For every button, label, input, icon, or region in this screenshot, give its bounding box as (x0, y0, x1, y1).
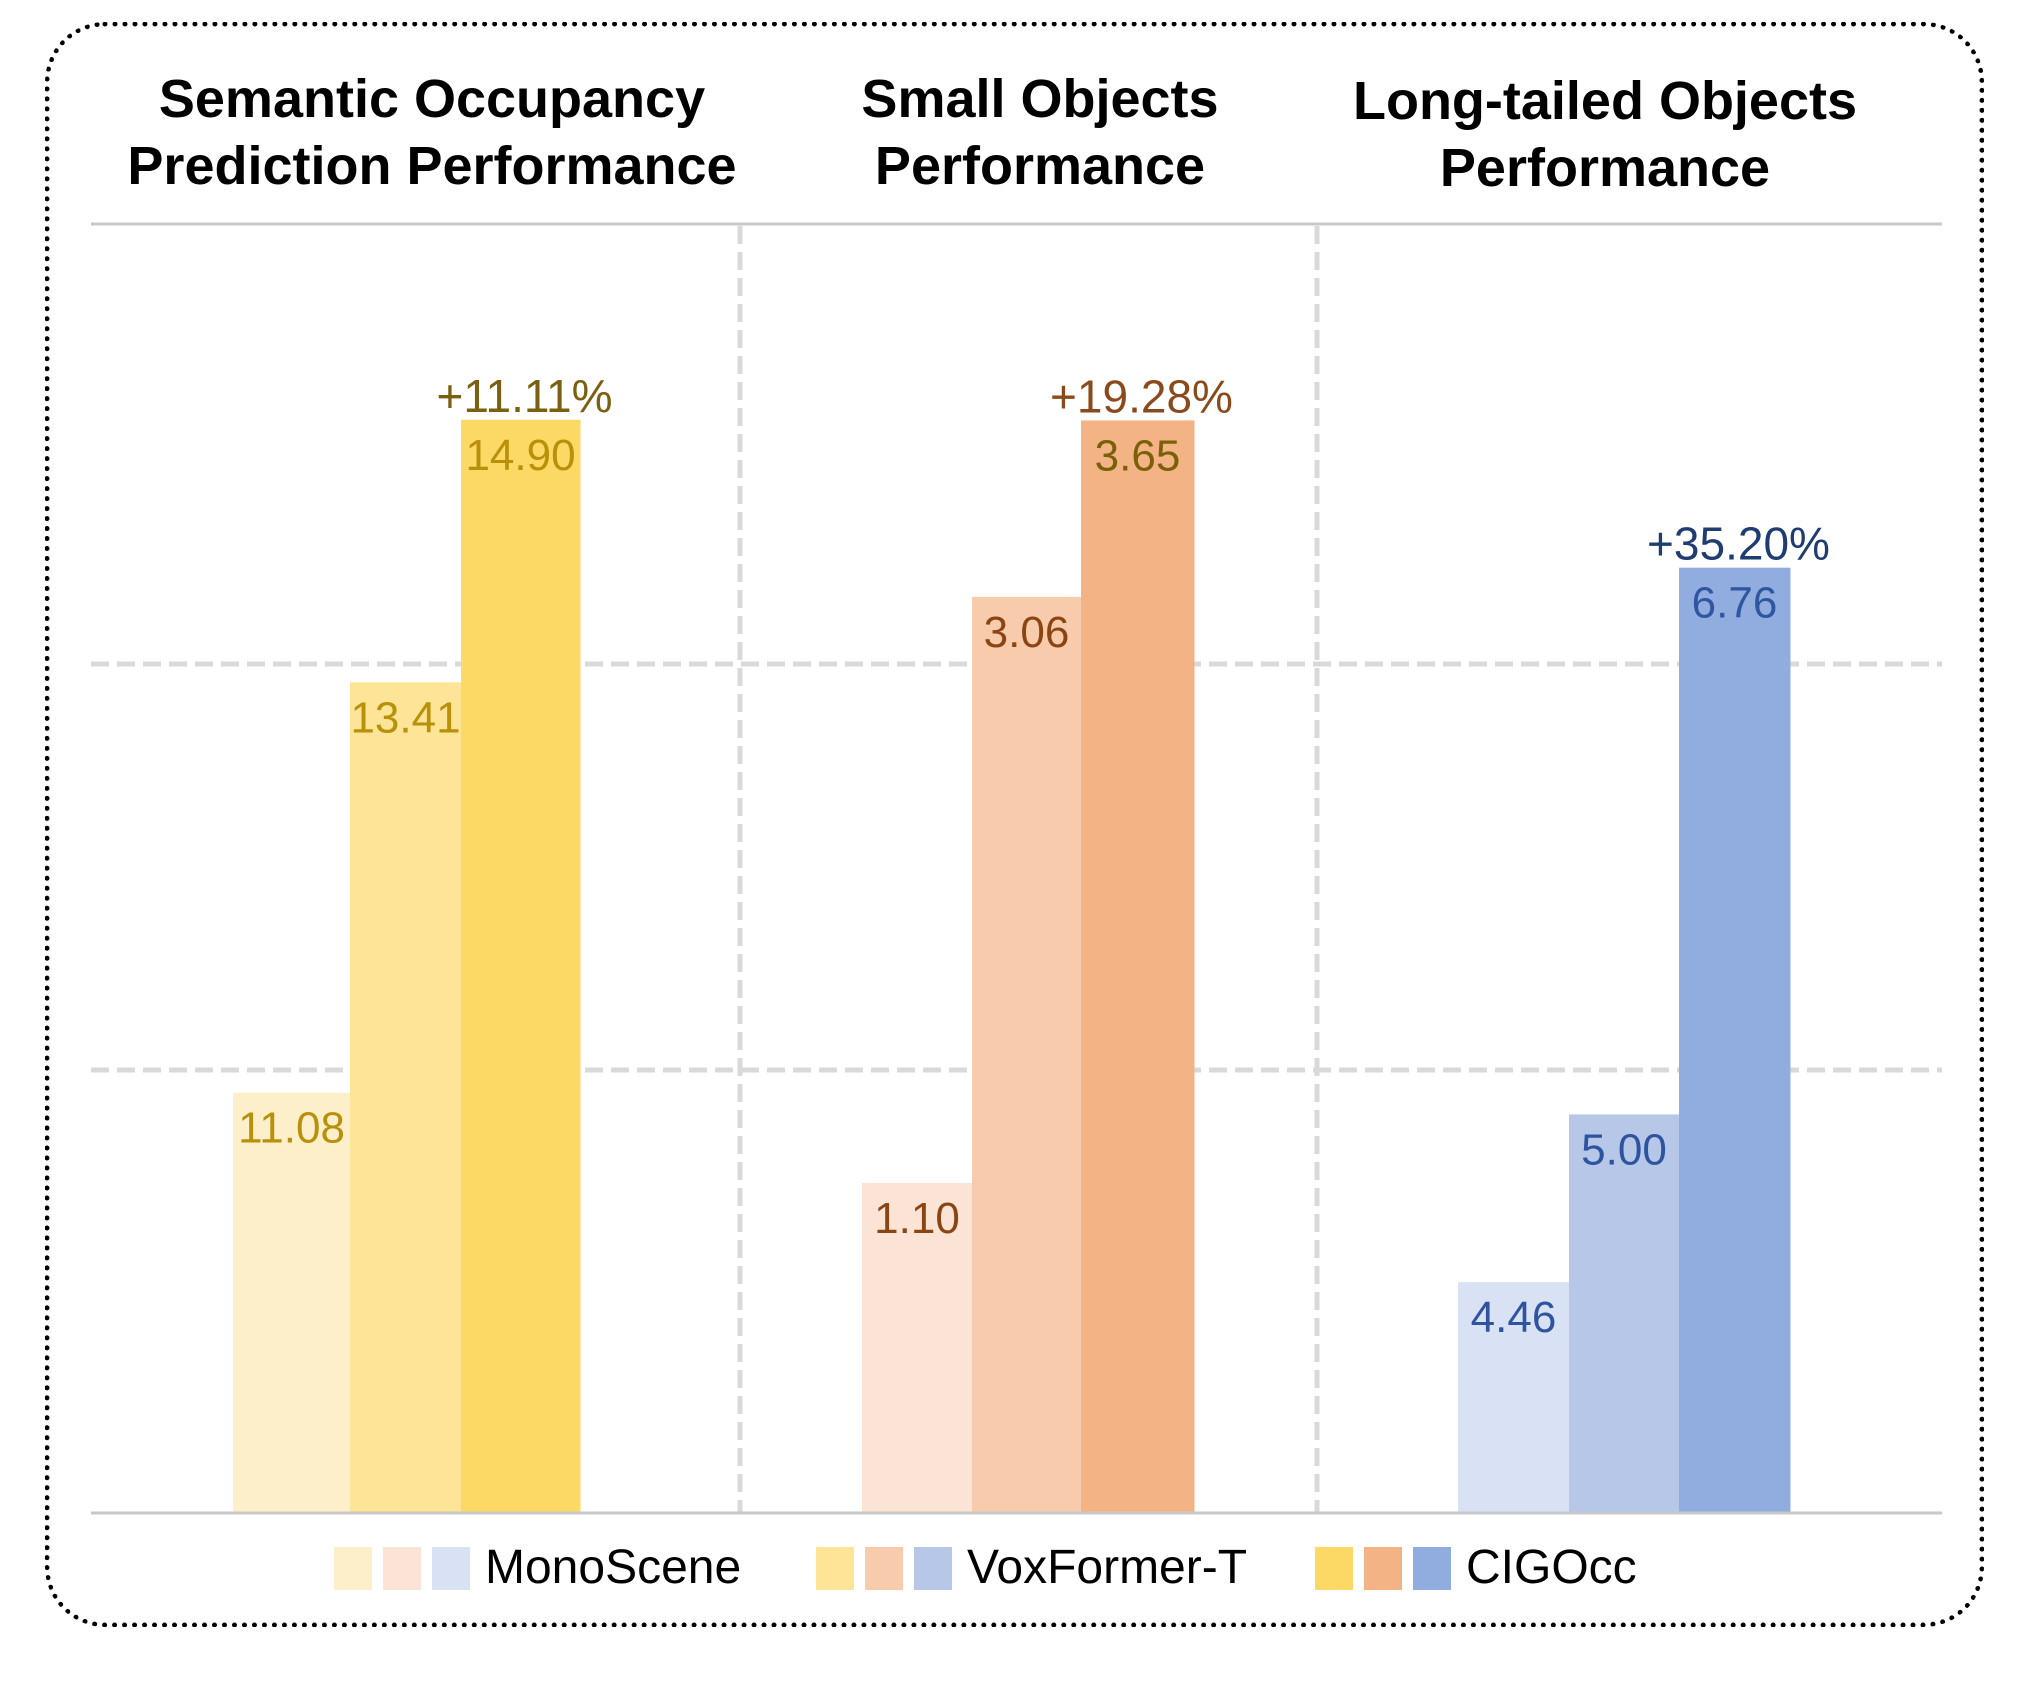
title-semantic-line1: Semantic Occupancy (158, 69, 706, 129)
title-small: Small Objects Performance (861, 66, 1218, 200)
value-label: 5.00 (1581, 1125, 1667, 1174)
legend-item-cigocc[interactable]: CIGOcc (1315, 1541, 1637, 1594)
bar-cigocc (461, 419, 581, 1513)
legend-label: CIGOcc (1466, 1541, 1637, 1594)
value-label: 11.08 (238, 1104, 345, 1153)
improvement-label: +35.20% (1647, 518, 1830, 570)
legend: MonoScene VoxFormer-T CIGOcc (0, 1541, 2020, 1594)
title-longtail-line2: Performance (1439, 138, 1771, 198)
value-label: 4.46 (1471, 1293, 1557, 1342)
bar-voxformer-t (972, 596, 1082, 1512)
title-semantic: Semantic Occupancy Prediction Performanc… (127, 66, 736, 200)
legend-swatch (816, 1546, 854, 1590)
title-semantic-line2: Prediction Performance (127, 136, 737, 196)
title-small-line1: Small Objects (861, 69, 1219, 129)
title-longtail: Long-tailed Objects Performance (1353, 68, 1857, 202)
legend-swatch (432, 1546, 470, 1590)
bar-cigocc (1679, 567, 1791, 1512)
value-label: 14.90 (465, 431, 575, 480)
improvement-label: +19.28% (1050, 370, 1233, 422)
bar-monoscene (862, 1183, 973, 1512)
legend-label: MonoScene (485, 1541, 742, 1594)
legend-swatch (1364, 1546, 1402, 1590)
legend-label: VoxFormer-T (967, 1541, 1248, 1594)
value-label: 3.06 (984, 608, 1070, 657)
bar-voxformer-t (1569, 1114, 1680, 1512)
bar-voxformer-t (350, 682, 462, 1512)
bar-cigocc (1081, 420, 1195, 1512)
legend-swatch (1315, 1546, 1353, 1590)
value-label: 1.10 (874, 1194, 960, 1243)
bar-monoscene (1458, 1282, 1570, 1512)
improvement-label: +11.11% (436, 370, 612, 422)
legend-swatch (1413, 1546, 1451, 1590)
legend-swatch (914, 1546, 952, 1590)
legend-swatch (865, 1546, 903, 1590)
value-label: 3.65 (1095, 431, 1181, 480)
figure-border (45, 22, 1984, 1627)
value-label: 6.76 (1692, 579, 1778, 628)
legend-item-monoscene[interactable]: MonoScene (334, 1541, 742, 1594)
value-label: 13.41 (350, 693, 460, 742)
bars (233, 419, 1791, 1513)
legend-swatch (334, 1546, 372, 1590)
title-longtail-line1: Long-tailed Objects (1352, 71, 1858, 131)
bar-monoscene (233, 1092, 351, 1512)
legend-swatch (383, 1546, 421, 1590)
title-small-line2: Performance (874, 136, 1206, 196)
value-labels: 11.08 13.41 14.90 +11.11% 1.10 3.06 3.65 +19.28… (238, 370, 1830, 1342)
legend-item-voxformer[interactable]: VoxFormer-T (816, 1541, 1248, 1594)
